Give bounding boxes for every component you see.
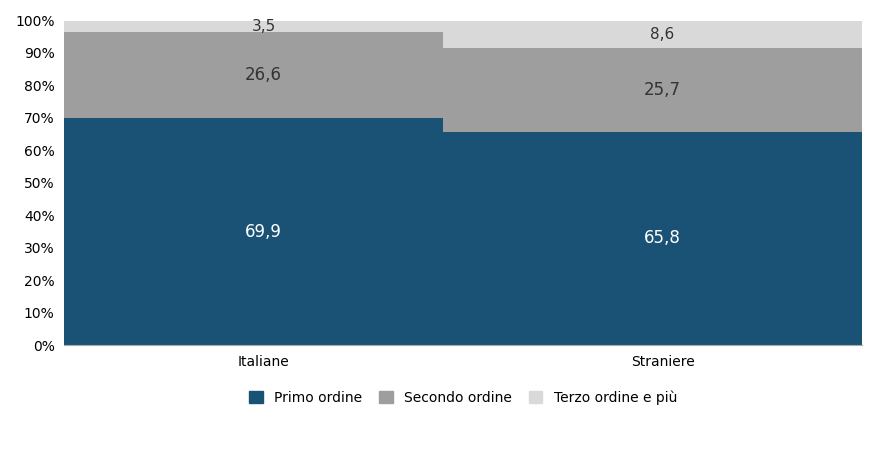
Text: 65,8: 65,8 bbox=[644, 230, 681, 248]
Bar bbox=[44, 21, 483, 32]
Legend: Primo ordine, Secondo ordine, Terzo ordine e più: Primo ordine, Secondo ordine, Terzo ordi… bbox=[244, 385, 682, 410]
Bar bbox=[44, 118, 483, 345]
Text: 25,7: 25,7 bbox=[644, 81, 681, 99]
Text: 3,5: 3,5 bbox=[252, 19, 275, 34]
Bar bbox=[443, 20, 877, 48]
Text: 69,9: 69,9 bbox=[246, 223, 282, 241]
Text: 8,6: 8,6 bbox=[651, 27, 674, 42]
Bar bbox=[44, 32, 483, 118]
Bar bbox=[443, 48, 877, 131]
Text: 26,6: 26,6 bbox=[246, 66, 282, 84]
Bar bbox=[443, 131, 877, 345]
